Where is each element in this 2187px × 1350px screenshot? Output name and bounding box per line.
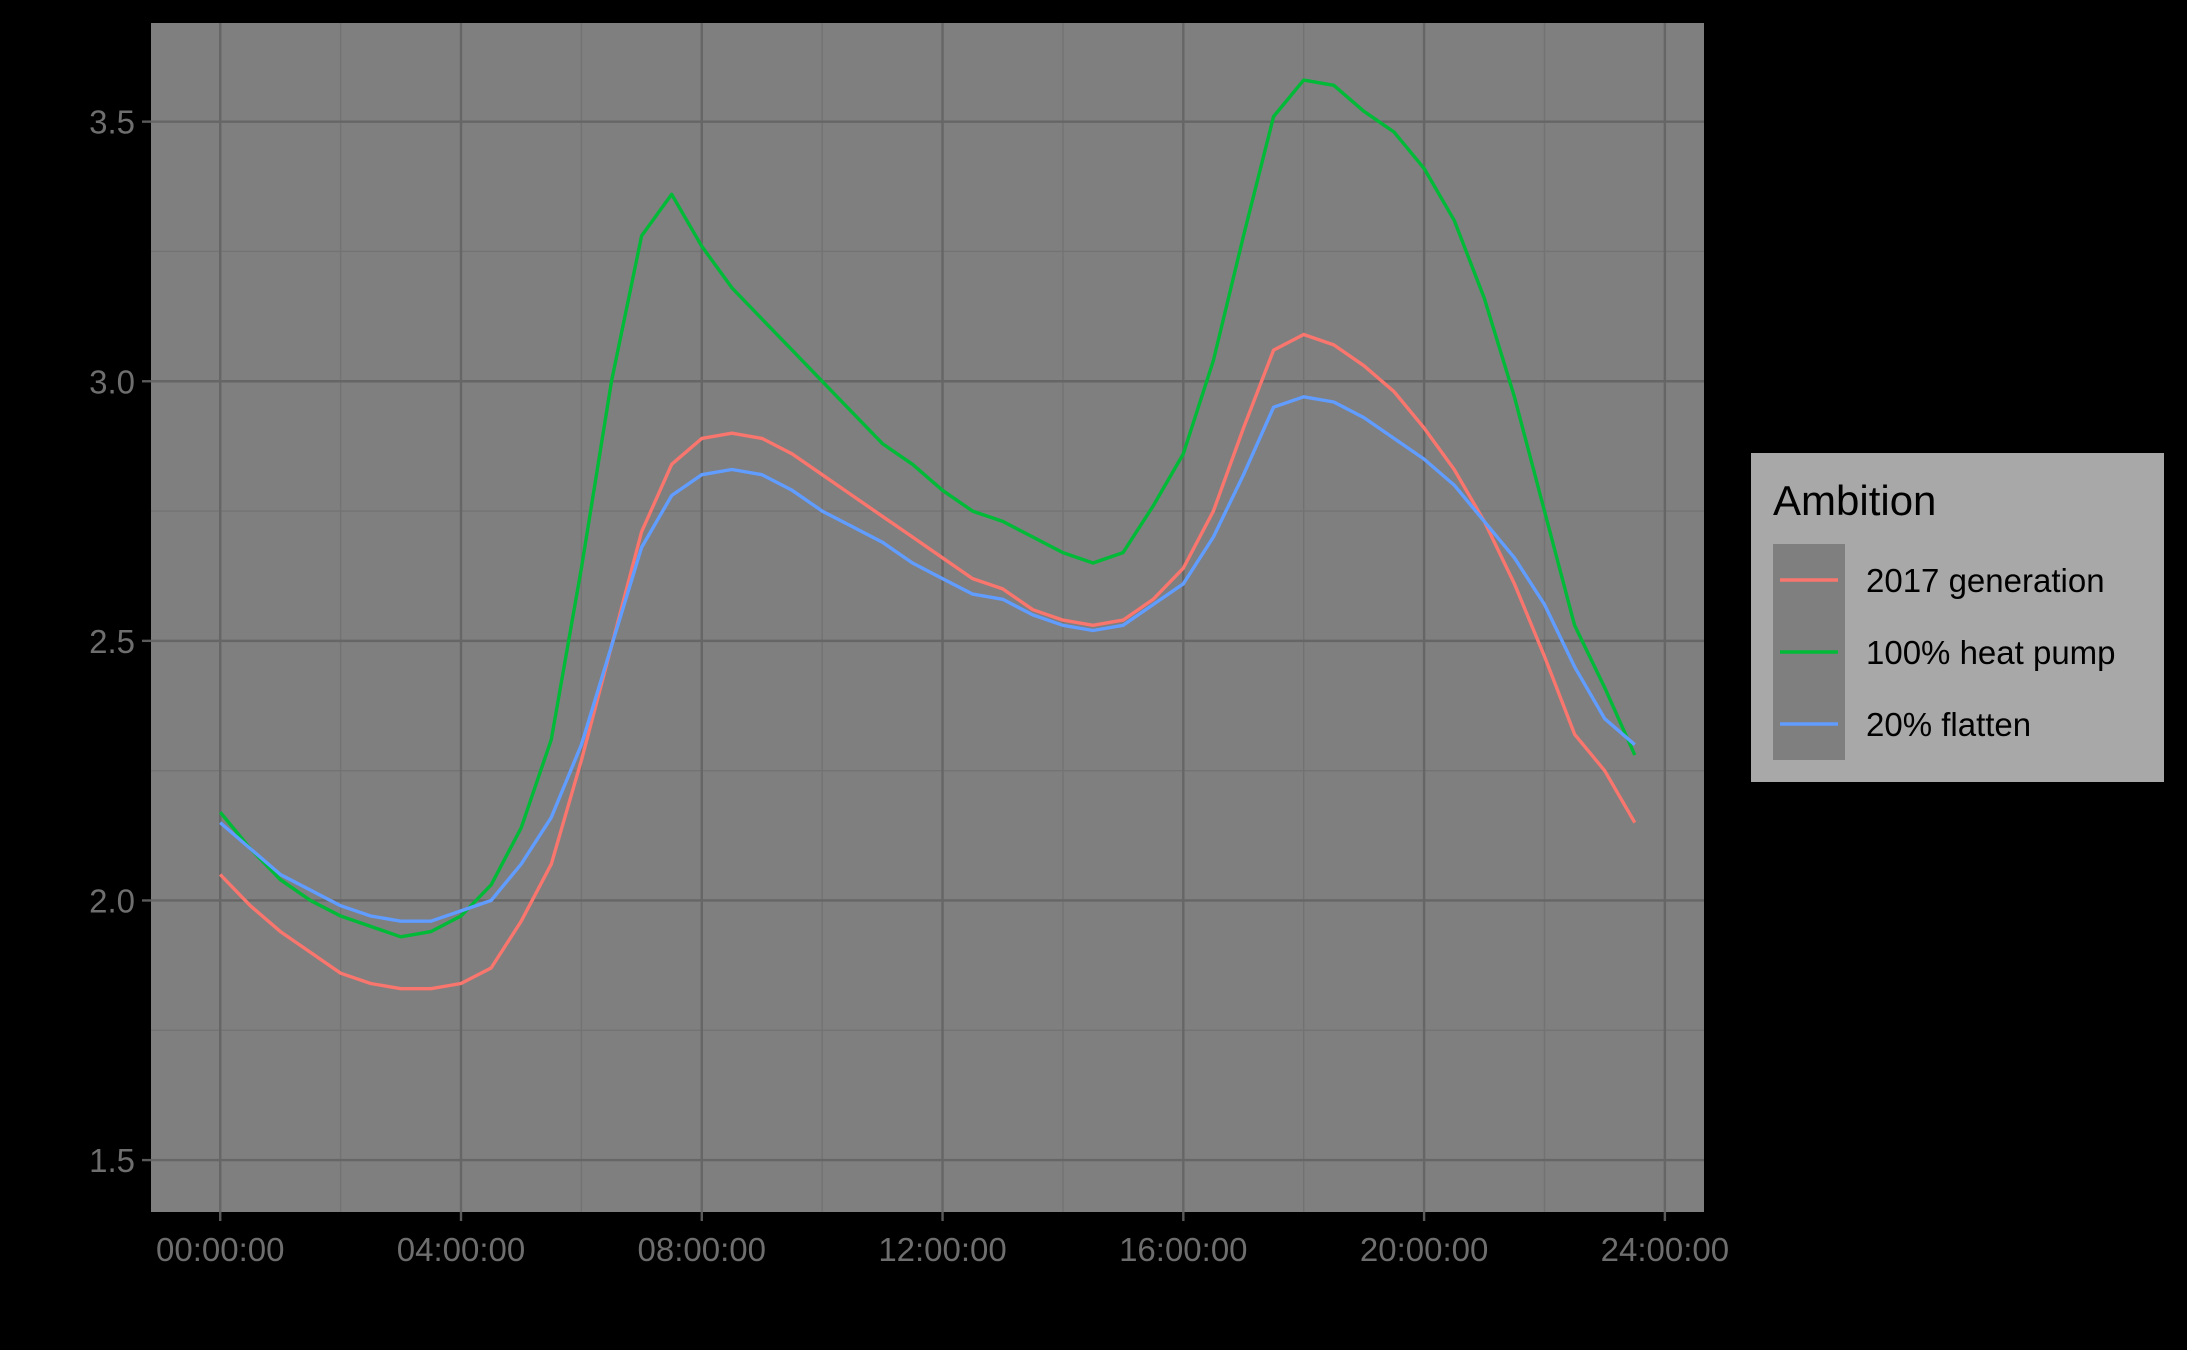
series-line-20-flatten [219, 395, 1636, 923]
legend-title: Ambition [1773, 477, 1936, 524]
legend-label: 100% heat pump [1866, 634, 2116, 671]
x-tick-label: 20:00:00 [1360, 1231, 1488, 1268]
x-tick-label: 00:00:00 [156, 1231, 284, 1268]
plot-panel [151, 23, 1704, 1212]
x-tick-label: 08:00:00 [638, 1231, 766, 1268]
minor-gridlines [151, 23, 1704, 1212]
x-axis-tick-labels: 00:00:00 04:00:00 08:00:00 12:00:00 16:00:00… [156, 1231, 1729, 1268]
x-tick-label: 16:00:00 [1119, 1231, 1247, 1268]
x-tick-label: 04:00:00 [397, 1231, 525, 1268]
x-tick-label: 24:00:00 [1601, 1231, 1729, 1268]
y-tick-label: 2.5 [89, 623, 135, 660]
axis-tick-marks [142, 120, 1667, 1221]
y-tick-label: 1.5 [89, 1142, 135, 1179]
legend-items: 2017 generation 100% heat pump 20% flatten [1780, 562, 2116, 743]
y-tick-label: 3.0 [89, 363, 135, 400]
major-gridlines [151, 23, 1704, 1212]
y-tick-label: 3.5 [89, 104, 135, 141]
y-tick-label: 2.0 [89, 882, 135, 919]
series-lines [218, 78, 1637, 991]
x-tick-label: 12:00:00 [878, 1231, 1006, 1268]
series-line-100-heat-pump [218, 78, 1637, 939]
legend-label: 2017 generation [1866, 562, 2105, 599]
y-axis-tick-labels: 1.5 2.0 2.5 3.0 3.5 [89, 104, 135, 1179]
series-line-2017-generation [218, 332, 1637, 991]
legend-label: 20% flatten [1866, 706, 2031, 743]
